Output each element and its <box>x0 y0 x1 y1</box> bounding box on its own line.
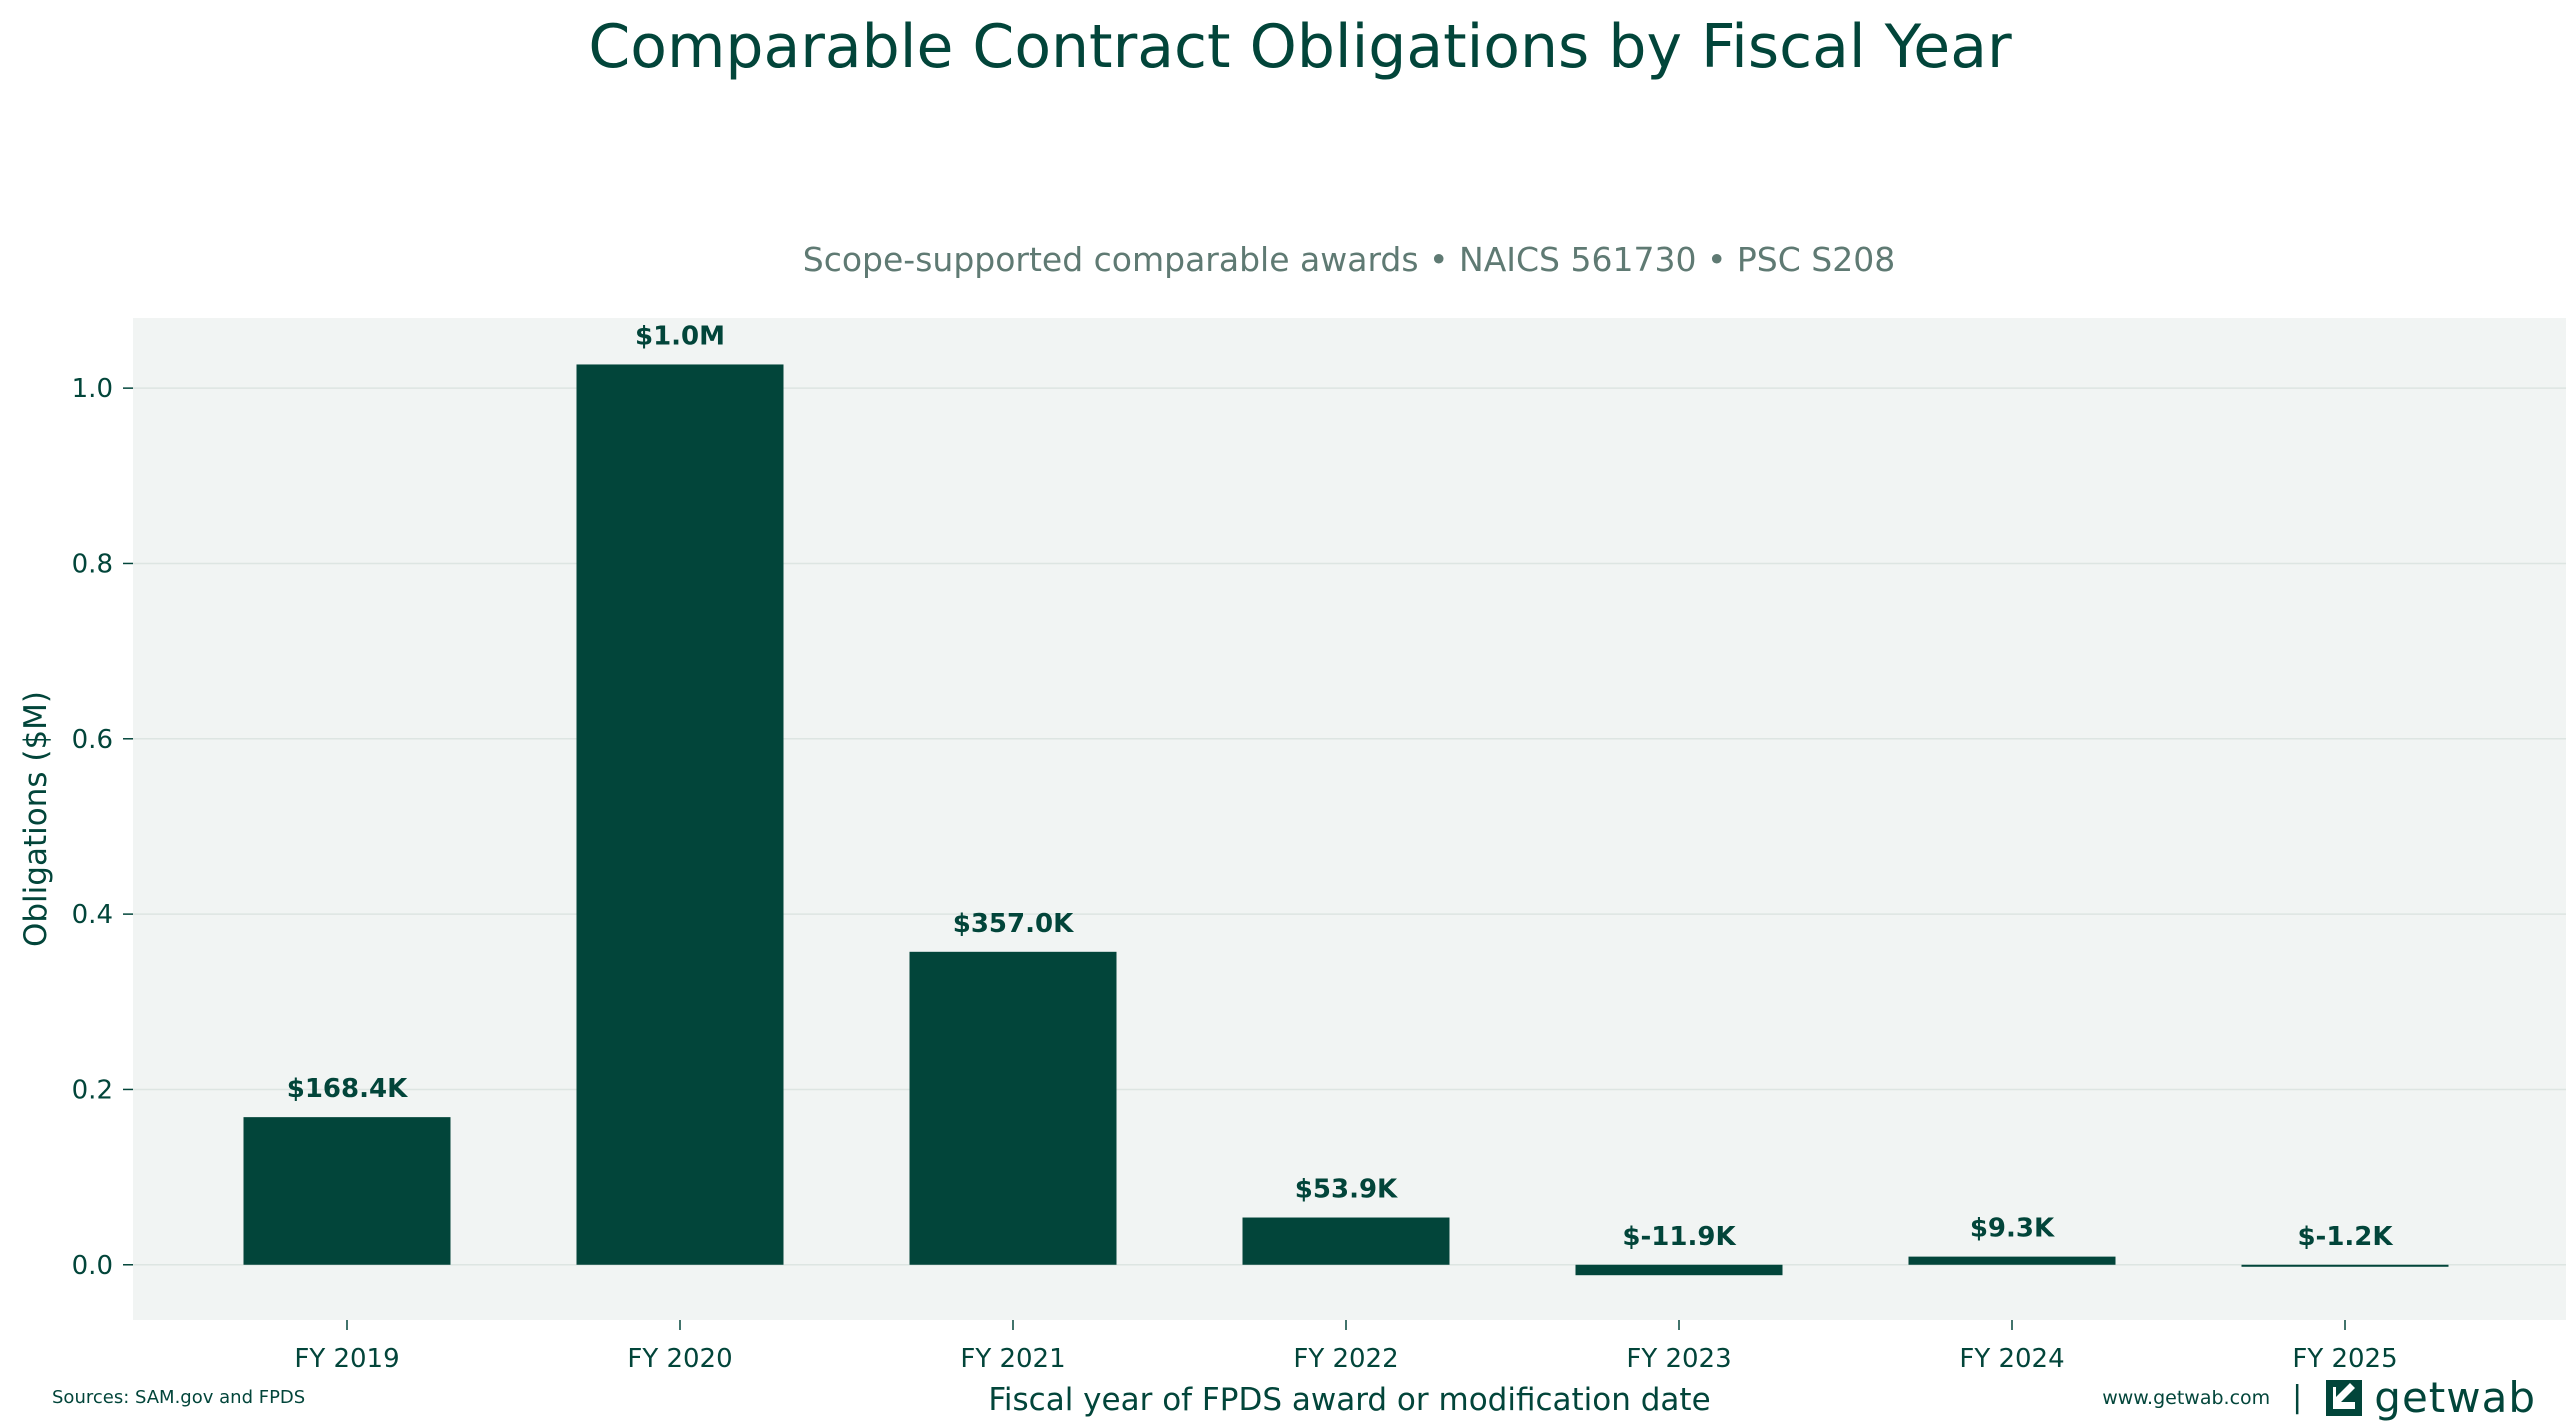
data-label: $1.0M <box>635 321 725 351</box>
getwab-logo-icon <box>2326 1379 2363 1416</box>
brand-name: getwab <box>2374 1373 2536 1422</box>
data-label: $53.9K <box>1295 1175 1398 1205</box>
y-tick-label: 0.0 <box>72 1251 113 1281</box>
plot-area <box>133 318 2566 1320</box>
x-tick-label: FY 2024 <box>1959 1344 2064 1374</box>
y-tick-label: 0.6 <box>72 725 113 755</box>
website-link[interactable]: www.getwab.com <box>2102 1386 2271 1409</box>
y-tick-label: 0.4 <box>72 900 113 930</box>
bar-fy-2021 <box>909 951 1117 1265</box>
data-label: $-11.9K <box>1622 1222 1736 1252</box>
chart-title: Comparable Contract Obligations by Fisca… <box>588 12 2012 82</box>
y-axis-ticks: 0.0 0.2 0.4 0.6 0.8 1.0 <box>72 374 133 1281</box>
data-labels: $168.4K $1.0M $357.0K $53.9K $-11.9K $9.3K $-1… <box>287 321 2394 1251</box>
x-tick-label: FY 2022 <box>1293 1344 1398 1374</box>
bar-fy-2023 <box>1575 1264 1783 1276</box>
y-axis-label: Obligations ($M) <box>18 691 54 947</box>
bar-fy-2024 <box>1908 1256 2116 1265</box>
data-label: $357.0K <box>953 909 1074 939</box>
brand-logo: getwab <box>2324 1373 2536 1422</box>
sources-note: Sources: SAM.gov and FPDS <box>52 1387 306 1408</box>
bar-fy-2022 <box>1242 1217 1450 1265</box>
y-tick-label: 1.0 <box>72 374 113 404</box>
chart-subtitle: Scope-supported comparable awards • NAIC… <box>802 240 1896 279</box>
y-tick-label: 0.2 <box>72 1075 113 1105</box>
bar-fy-2020 <box>576 364 784 1265</box>
data-label: $168.4K <box>287 1074 408 1104</box>
data-label: $9.3K <box>1970 1214 2055 1244</box>
x-tick-label: FY 2023 <box>1626 1344 1731 1374</box>
data-label: $-1.2K <box>2297 1222 2393 1252</box>
y-tick-label: 0.8 <box>72 549 113 579</box>
x-axis-label: Fiscal year of FPDS award or modificatio… <box>988 1382 1710 1418</box>
bars <box>243 364 2449 1276</box>
x-tick-label: FY 2019 <box>294 1344 399 1374</box>
bar-fy-2019 <box>243 1117 451 1265</box>
footer-branding: www.getwab.com | getwab <box>2102 1373 2536 1422</box>
x-tick-label: FY 2021 <box>960 1344 1065 1374</box>
bar-fy-2025 <box>2241 1264 2449 1267</box>
x-tick-label: FY 2020 <box>627 1344 732 1374</box>
x-axis-ticks: FY 2019 FY 2020 FY 2021 FY 2022 FY 2023 FY 20… <box>294 1320 2398 1374</box>
x-tick-label: FY 2025 <box>2292 1344 2397 1374</box>
footer-separator: | <box>2292 1380 2303 1415</box>
